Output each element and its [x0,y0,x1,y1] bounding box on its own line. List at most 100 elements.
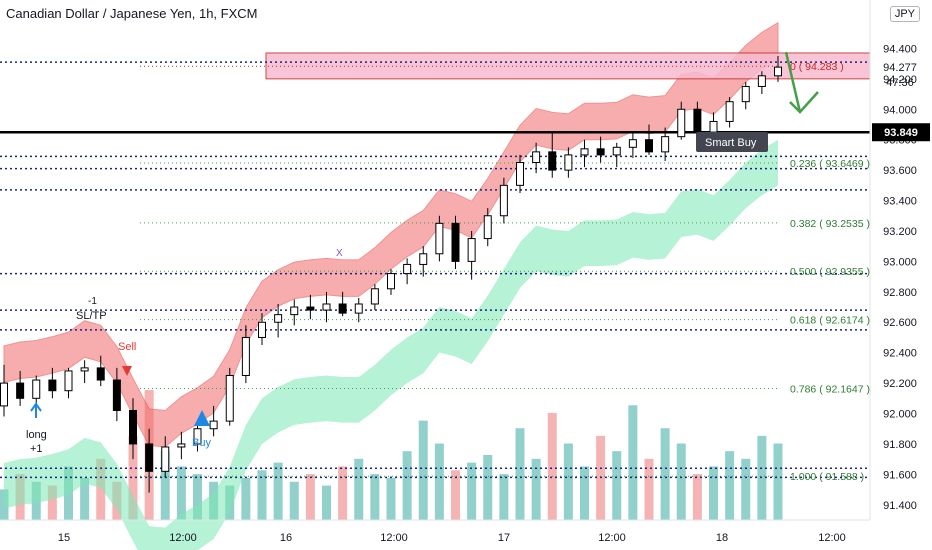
volume-bar [612,451,622,520]
volume-bar [725,451,735,520]
candle-body [306,306,315,311]
volume-bar [305,474,315,520]
candle-body [435,222,444,255]
y-tick-label: 92.200 [883,378,917,390]
x-tick-label: 12:00 [169,532,197,544]
y-tick-label: 94.400 [883,43,917,55]
sell-arrow [122,366,132,376]
candle-body [628,139,637,148]
volume-bar [241,477,251,520]
level-price-tag [872,123,930,142]
y-tick-label: 94.000 [883,104,917,116]
volume-bar [483,455,493,520]
volume-bar [193,474,202,520]
chart-title: Canadian Dollar / Japanese Yen, 1h, FXCM [6,6,258,21]
candle-body [209,420,218,430]
candle-body [64,370,73,392]
volume-bar [499,474,509,520]
fib-label: 0.618 ( 92.6174 ) [790,315,870,327]
sltp-label: SL/TP [76,310,107,322]
x-tick-label: 16 [280,532,292,544]
volume-bar [354,458,364,520]
candle-body [338,303,347,314]
volume-bar [773,443,783,520]
candle-body [774,66,782,77]
candle-body [258,321,266,338]
volume-bar [628,405,638,520]
volume-bar [531,458,541,520]
volume-bar [580,466,589,520]
volume-bar [80,477,90,520]
y-tick-label: 92.400 [883,348,917,360]
volume-bar [515,428,525,520]
volume-bar [451,470,460,520]
candle-body [725,101,734,122]
smart-buy-label: Smart Buy [705,137,757,149]
volume-bar [741,458,751,520]
y-tick-label: 93.400 [883,196,917,208]
x-marker: X [336,248,343,259]
volume-bar [289,481,299,520]
x-tick-label: 12:00 [598,532,626,544]
level-price-label: 93.849 [884,127,918,139]
volume-bar [709,466,718,520]
countdown-label: 47:36 [886,77,914,89]
volume-bar [418,420,428,520]
candle-body [129,409,137,445]
candle-body [322,303,331,311]
candle-body [419,253,428,265]
x-tick-label: 17 [498,532,510,544]
candle-body [580,148,589,156]
y-tick-label: 93.600 [883,165,917,177]
candle-body [112,379,121,411]
candle-body [96,367,105,381]
volume-bar [676,443,686,520]
volume-bar [467,462,477,520]
currency-badge[interactable]: JPY [889,6,920,22]
volume-bar [547,412,557,520]
volume-bar [434,443,444,520]
x-tick-label: 15 [58,532,70,544]
candle-body [677,108,686,138]
candle-body [354,303,363,314]
y-tick-label: 91.800 [883,439,917,451]
candle-body [564,154,573,171]
candle-body [516,162,524,186]
candle-body [483,215,492,240]
x-tick-label: 18 [716,532,728,544]
fib-label: 0.500 ( 92.9355 ) [790,266,870,278]
candle-body [177,443,186,448]
volume-bar [402,451,412,520]
volume-bar [644,458,654,520]
long-label: long [26,429,47,441]
volume-bar [370,474,380,520]
y-tick-label: 91.400 [883,500,917,512]
fib-label: 0.236 ( 93.6469 ) [790,158,870,170]
y-tick-label: 92.800 [883,287,917,299]
candle-body [661,136,670,153]
candle-body [145,443,154,472]
candle-body [741,85,750,103]
candles-layer [0,56,782,493]
volume-bar [176,466,186,520]
candle-body [80,367,89,372]
price-axis-bg [870,0,932,550]
long-arrow [30,402,42,418]
candle-body [532,151,541,164]
green-arrow [784,51,819,114]
y-tick-label: 92.000 [883,409,917,421]
candle-body [612,146,621,156]
fib-label: 1.000 ( 91.588 ) [790,471,864,483]
candle-body [32,379,41,399]
candle-body [467,238,476,262]
volume-bar [338,466,348,520]
volume-bar [322,485,331,520]
x-tick-label: 12:00 [380,532,408,544]
volume-bar [660,428,670,520]
candle-body [757,75,766,87]
volume-bar [273,462,283,520]
candle-body [290,306,299,316]
y-tick-label: 93.200 [883,226,917,238]
